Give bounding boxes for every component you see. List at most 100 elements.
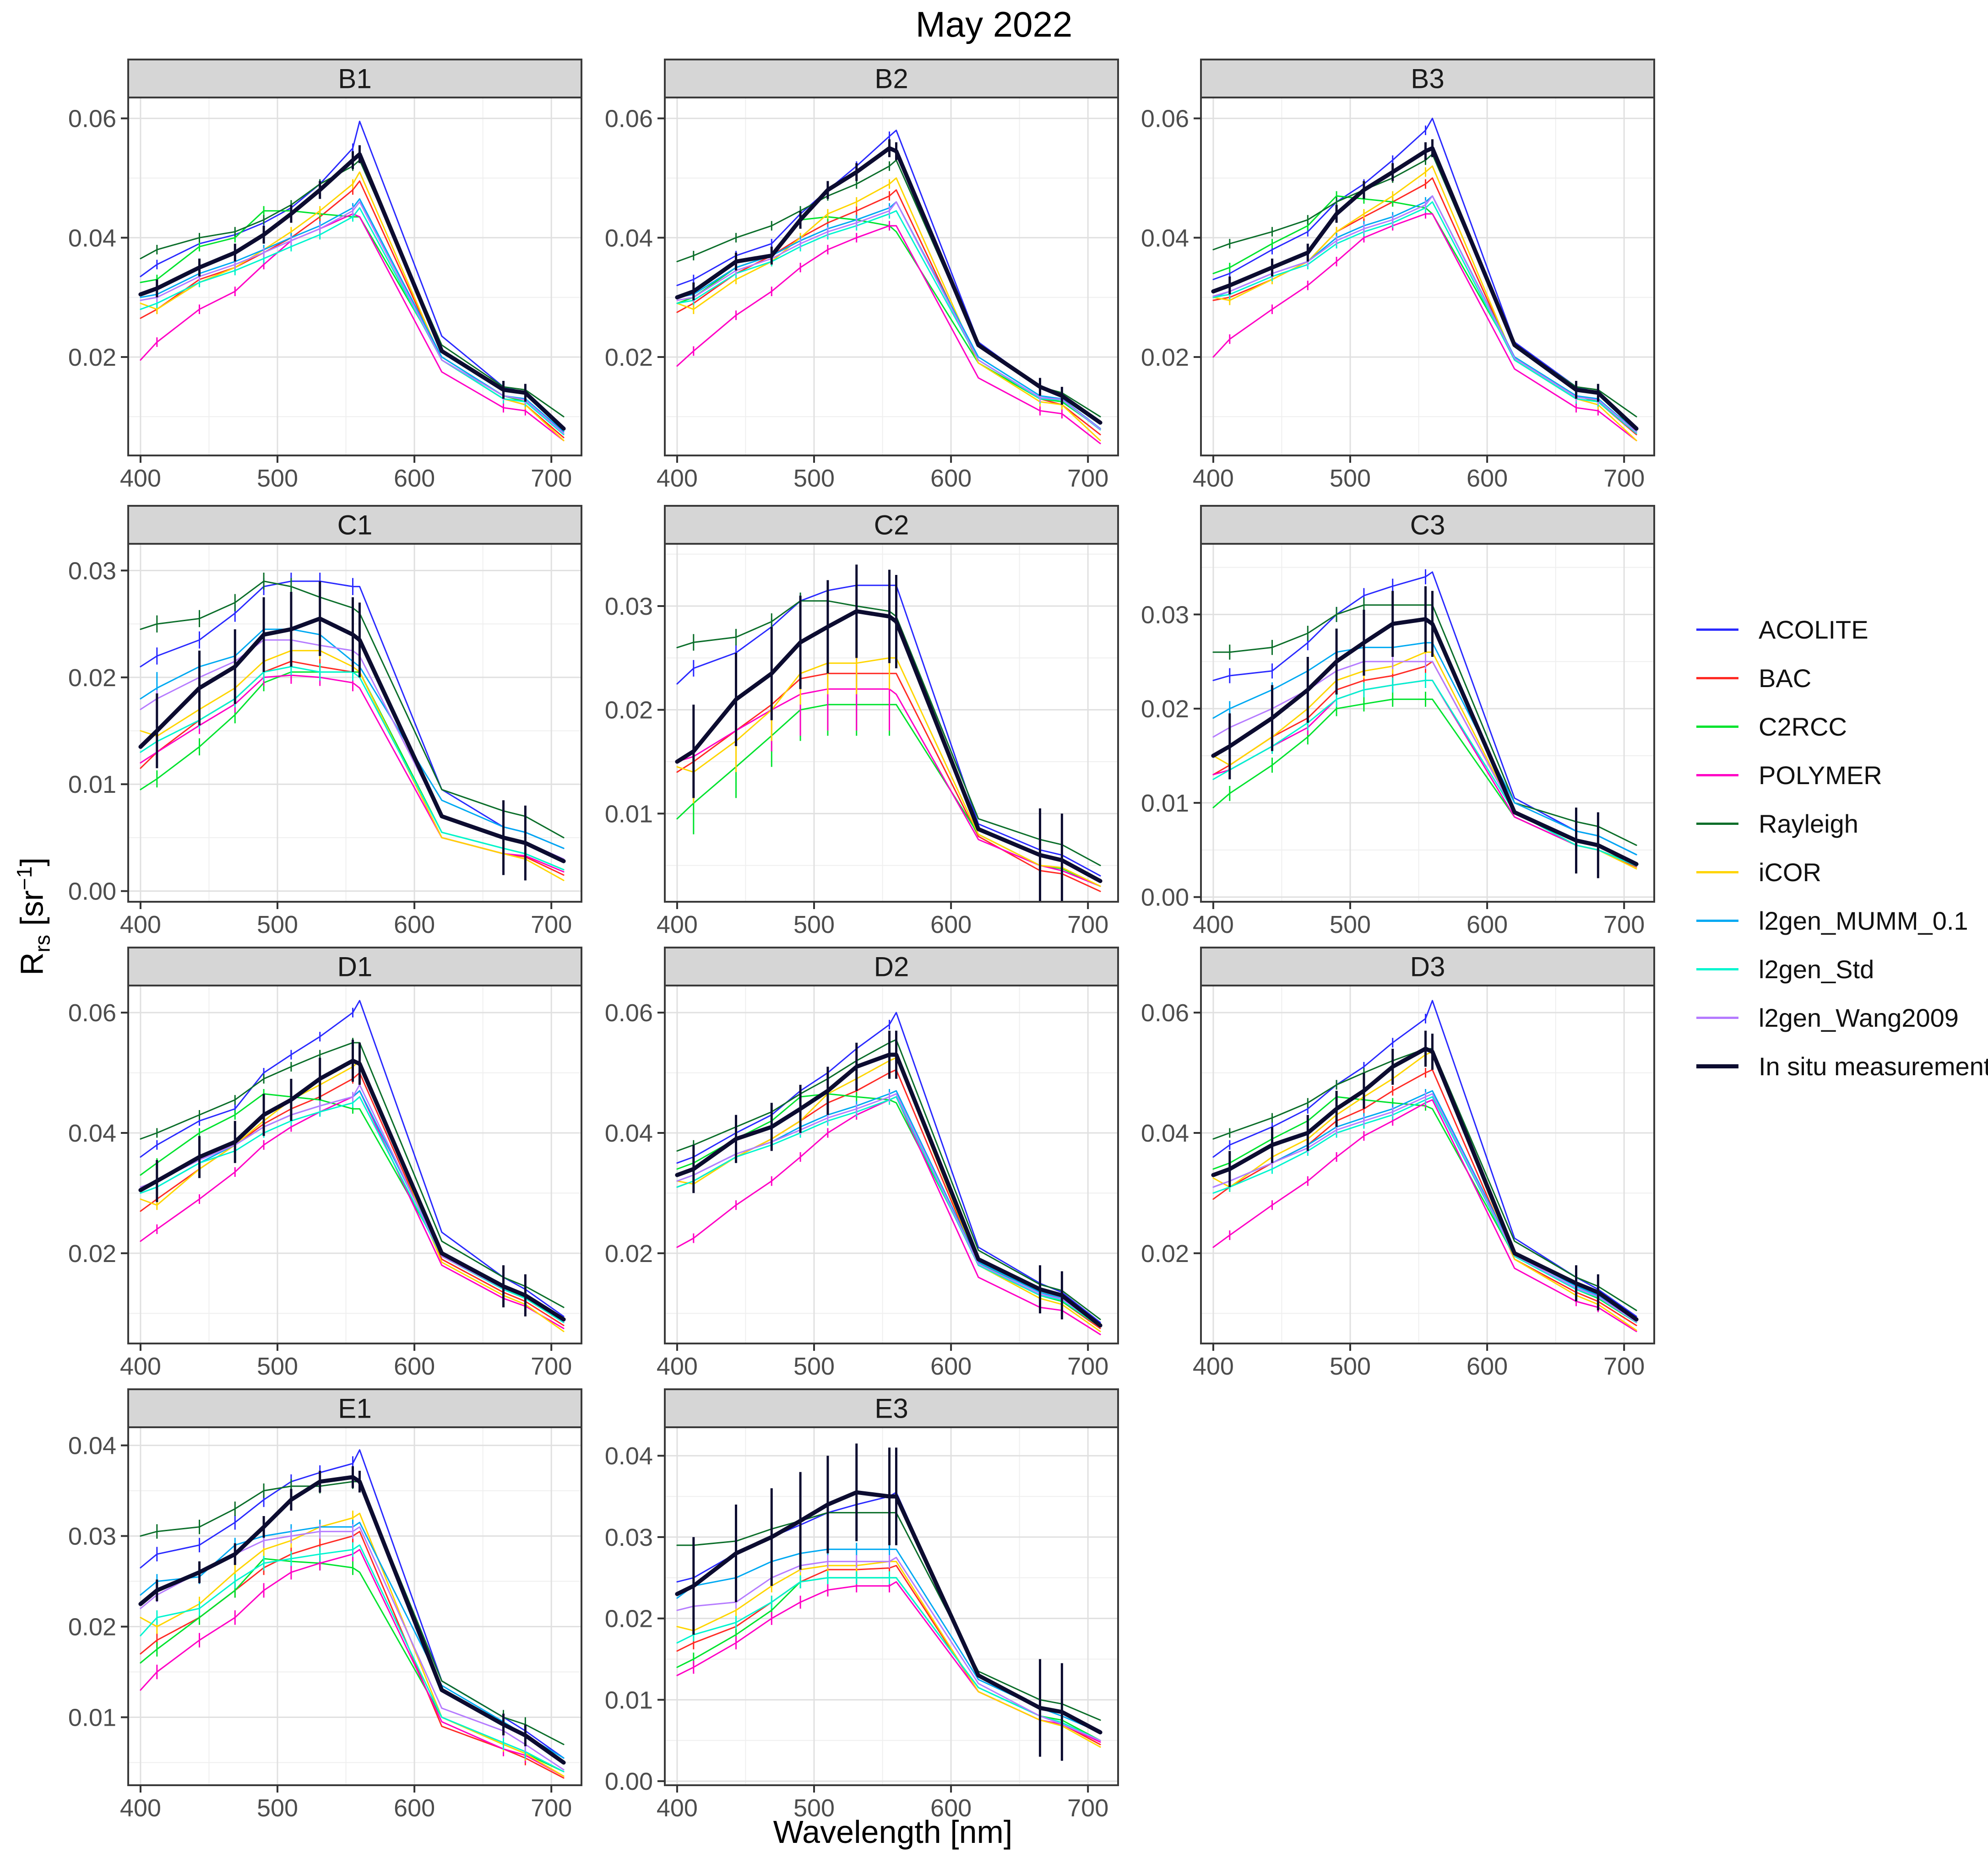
panel-title: E3 xyxy=(875,1393,908,1424)
x-tick-label: 400 xyxy=(120,465,161,490)
y-tick-label: 0.04 xyxy=(68,1432,116,1460)
y-tick-label: 0.02 xyxy=(68,1240,116,1268)
y-tick-label: 0.02 xyxy=(1141,344,1189,371)
series-line-insitu xyxy=(675,1490,1103,1734)
legend-label: C2RCC xyxy=(1759,712,1847,741)
panel-C3: C3 0.00 0.01 0.02 0.03 400 500 600 700 xyxy=(1141,505,1655,936)
legend-item-bac: BAC xyxy=(1696,654,1985,702)
panel-title: C1 xyxy=(337,510,373,541)
panel-header xyxy=(664,947,1119,986)
panel-header xyxy=(664,59,1119,98)
y-tick-label: 0.01 xyxy=(68,771,116,798)
legend-item-acolite: ACOLITE xyxy=(1696,605,1985,654)
y-tick-label: 0.04 xyxy=(605,224,653,252)
y-tick-label: 0.02 xyxy=(68,1614,116,1641)
series-line-insitu xyxy=(138,616,566,863)
legend-swatch-insitu xyxy=(1696,1064,1738,1068)
legend-item-rayleigh: Rayleigh xyxy=(1696,799,1985,848)
x-tick-label: 700 xyxy=(1603,465,1645,490)
x-tick-label: 600 xyxy=(394,1794,435,1820)
x-tick-label: 400 xyxy=(657,1794,698,1820)
x-tick-label: 700 xyxy=(1603,911,1645,936)
series-group xyxy=(138,1449,566,1779)
panel-B1: B1 0.02 0.04 0.06 400 500 600 700 xyxy=(68,59,582,490)
x-tick-label: 500 xyxy=(793,1353,835,1378)
x-tick-label: 600 xyxy=(1467,1353,1508,1378)
y-tick-label: 0.02 xyxy=(68,344,116,371)
x-tick-label: 600 xyxy=(930,1794,972,1820)
legend-item-insitu: In situ measurement xyxy=(1696,1042,1988,1090)
legend-item-std: l2gen_Std xyxy=(1696,945,1985,993)
x-tick-label: 600 xyxy=(394,465,435,490)
gridlines xyxy=(128,1427,581,1785)
panel-title: B1 xyxy=(338,64,371,94)
legend-swatch-icor xyxy=(1696,871,1738,873)
x-tick-label: 400 xyxy=(657,1353,698,1378)
legend-swatch-rayleigh xyxy=(1696,822,1738,825)
x-tick-label: 700 xyxy=(1067,465,1108,490)
panel-D3: D3 0.02 0.04 0.06 400 500 600 700 xyxy=(1141,947,1655,1378)
y-tick-label: 0.06 xyxy=(605,105,653,133)
panel-header xyxy=(127,59,582,98)
x-tick-label: 600 xyxy=(930,1353,972,1378)
legend-swatch-wang xyxy=(1696,1016,1738,1019)
legend: ACOLITE BAC C2RCC POLYMER Rayleigh iCOR l2gen_… xyxy=(1696,605,1988,1090)
x-tick-label: 400 xyxy=(120,1794,161,1820)
gridlines xyxy=(1201,98,1654,455)
series-group xyxy=(675,1012,1103,1335)
gridlines xyxy=(665,544,1118,902)
panel-title: D1 xyxy=(337,952,373,982)
y-tick-label: 0.06 xyxy=(68,105,116,133)
series-line-insitu xyxy=(138,1475,566,1765)
legend-swatch-mumm xyxy=(1696,919,1738,922)
x-tick-label: 500 xyxy=(1330,465,1371,490)
x-tick-label: 500 xyxy=(257,1794,298,1820)
x-tick-label: 700 xyxy=(531,465,572,490)
x-tick-label: 400 xyxy=(1193,465,1234,490)
panel-title: C3 xyxy=(1410,510,1445,541)
panel-header xyxy=(664,1388,1119,1428)
y-tick-label: 0.03 xyxy=(1141,601,1189,628)
panel-title: C2 xyxy=(874,510,909,541)
x-tick-label: 600 xyxy=(930,465,972,490)
x-tick-label: 700 xyxy=(531,1794,572,1820)
y-tick-label: 0.01 xyxy=(605,800,653,828)
panel-E1: E1 0.01 0.02 0.03 0.04 400 500 600 700 xyxy=(68,1388,582,1820)
y-tick-label: 0.03 xyxy=(68,1523,116,1550)
x-tick-label: 600 xyxy=(1467,911,1508,936)
series-line-insitu xyxy=(1211,617,1639,867)
series-group xyxy=(138,120,566,441)
x-tick-label: 500 xyxy=(793,465,835,490)
x-tick-label: 500 xyxy=(793,1794,835,1820)
series-group xyxy=(1211,569,1639,878)
series-group xyxy=(675,1443,1103,1761)
panel-title: B2 xyxy=(875,64,908,94)
x-tick-label: 600 xyxy=(1467,465,1508,490)
y-tick-label: 0.02 xyxy=(605,1240,653,1268)
series-line-polymer xyxy=(676,225,1101,444)
y-tick-label: 0.04 xyxy=(605,1120,653,1147)
legend-swatch-c2rcc xyxy=(1696,725,1738,728)
series-line-insitu xyxy=(675,1052,1103,1328)
legend-label: In situ measurement xyxy=(1759,1051,1988,1081)
x-tick-label: 700 xyxy=(1067,1794,1108,1820)
y-tick-label: 0.02 xyxy=(1141,1240,1189,1268)
y-tick-label: 0.04 xyxy=(1141,1120,1189,1147)
y-tick-label: 0.04 xyxy=(68,224,116,252)
y-tick-label: 0.06 xyxy=(68,999,116,1027)
y-tick-label: 0.02 xyxy=(68,664,116,692)
gridlines xyxy=(665,986,1118,1343)
y-tick-label: 0.03 xyxy=(605,1524,653,1551)
chart-title: May 2022 xyxy=(915,4,1073,44)
x-tick-label: 700 xyxy=(531,1353,572,1378)
panel-D1: D1 0.02 0.04 0.06 400 500 600 700 xyxy=(68,947,582,1378)
series-line-insitu xyxy=(138,1058,566,1322)
legend-swatch-acolite xyxy=(1696,628,1738,631)
y-tick-label: 0.01 xyxy=(1141,790,1189,817)
panel-B3: B3 0.02 0.04 0.06 400 500 600 700 xyxy=(1141,59,1655,490)
panel-title: D3 xyxy=(1410,952,1445,982)
legend-swatch-bac xyxy=(1696,677,1738,679)
y-tick-label: 0.01 xyxy=(605,1686,653,1714)
panel-title: E1 xyxy=(338,1393,371,1424)
series-line-insitu xyxy=(138,152,566,431)
